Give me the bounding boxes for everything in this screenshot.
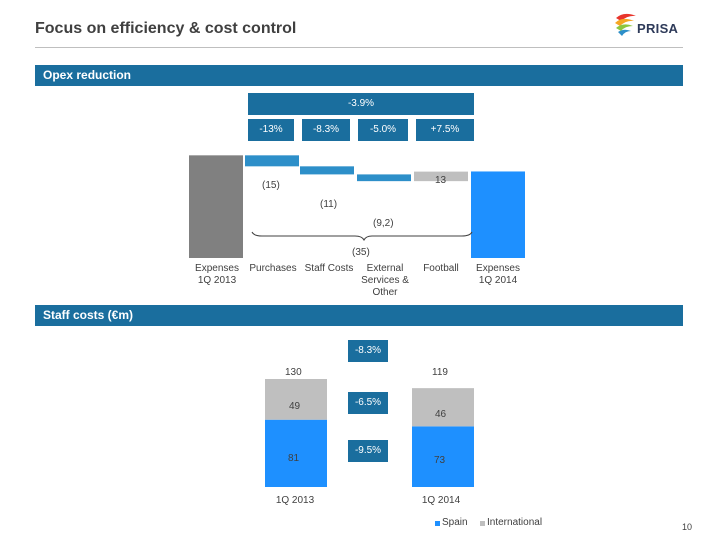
waterfall-bar-end <box>471 171 525 258</box>
step-pct-label: -8.3% <box>312 124 340 135</box>
total-label: 119 <box>432 367 448 378</box>
waterfall-total-change-label: -3.9% <box>347 98 375 109</box>
total-label: 130 <box>285 367 302 378</box>
stack-x-label: 1Q 2014 <box>421 495 461 506</box>
waterfall-x-label: Purchases <box>249 263 297 274</box>
waterfall-bar-step <box>414 171 468 182</box>
waterfall-x-label: Football <box>423 263 459 274</box>
international-change-label: -6.5% <box>354 397 382 408</box>
step-pct-label: -5.0% <box>369 124 397 135</box>
net-change-bracket <box>251 231 473 242</box>
stack-segment-international <box>265 379 327 420</box>
waterfall-x-label: Staff Costs <box>304 263 354 274</box>
prisa-logo-text: PRISA <box>637 21 679 36</box>
waterfall-x-label: Expenses 1Q 2014 <box>476 263 520 286</box>
legend-label-international: International <box>487 517 543 528</box>
waterfall-bar-step <box>357 174 411 182</box>
segment-value-label: 49 <box>289 401 301 412</box>
step-pct-label: -13% <box>259 124 283 135</box>
page-number: 10 <box>682 522 693 532</box>
legend-swatch-spain <box>435 521 440 526</box>
opex-section-header: Opex reduction <box>35 65 683 86</box>
step-value-label: (9,2) <box>373 218 394 229</box>
stack-x-label: 1Q 2013 <box>275 495 315 506</box>
spain-change-label: -9.5% <box>354 445 382 456</box>
total-change-box: -8.3% <box>348 340 388 362</box>
spain-change-box: -9.5% <box>348 440 388 462</box>
step-pct-box: +7.5% <box>416 119 474 141</box>
waterfall-x-label: Expenses 1Q 2013 <box>195 263 239 286</box>
step-pct-box: -13% <box>248 119 294 141</box>
legend-label-spain: Spain <box>442 517 468 528</box>
step-value-label: (15) <box>262 180 280 191</box>
waterfall-bar-step <box>245 155 299 167</box>
net-change-label: (35) <box>352 247 370 258</box>
international-change-box: -6.5% <box>348 392 388 414</box>
waterfall-plot <box>189 155 525 258</box>
segment-value-label: 81 <box>288 453 300 464</box>
waterfall-total-change-box: -3.9% <box>248 93 474 115</box>
stack-segment-spain <box>412 426 474 487</box>
step-value-label: (11) <box>320 199 338 210</box>
page-title: Focus on efficiency & cost control <box>35 20 297 37</box>
prisa-logo-icon <box>615 13 636 36</box>
waterfall-bar-step <box>300 166 354 175</box>
total-change-label: -8.3% <box>354 345 382 356</box>
stack-segment-spain <box>265 419 327 487</box>
step-value-label: 13 <box>435 175 447 186</box>
step-pct-box: -5.0% <box>358 119 408 141</box>
step-pct-label: +7.5% <box>430 124 460 135</box>
segment-value-label: 73 <box>434 455 446 466</box>
title-divider <box>35 47 683 48</box>
waterfall-bar-start <box>189 155 243 258</box>
staff-section-header: Staff costs (€m) <box>35 305 683 326</box>
waterfall-x-label: External Services & Other <box>361 263 409 298</box>
legend-swatch-international <box>480 521 485 526</box>
step-pct-box: -8.3% <box>302 119 350 141</box>
stack-segment-international <box>412 388 474 427</box>
segment-value-label: 46 <box>435 409 447 420</box>
prisa-logo <box>612 10 686 42</box>
